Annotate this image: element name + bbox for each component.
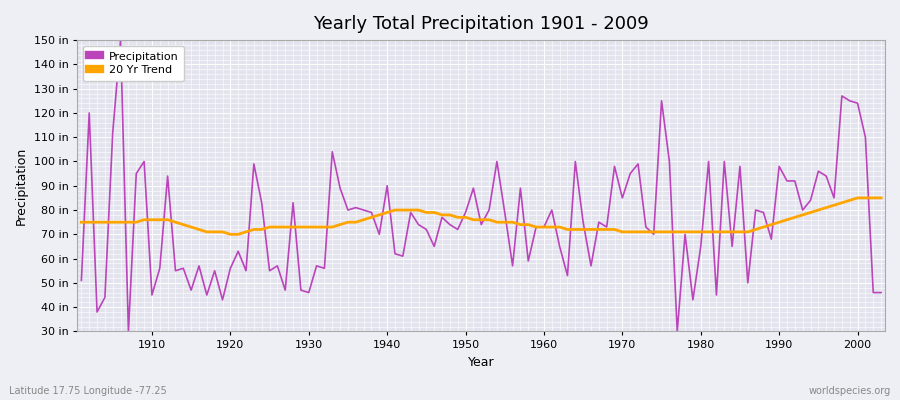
Text: worldspecies.org: worldspecies.org bbox=[809, 386, 891, 396]
Precipitation bbox=[836, 94, 847, 98]
Legend: Precipitation, 20 Yr Trend: Precipitation, 20 Yr Trend bbox=[83, 46, 184, 81]
Precipitation bbox=[554, 244, 565, 249]
20 Yr Trend bbox=[546, 225, 557, 230]
20 Yr Trend bbox=[829, 203, 840, 208]
Title: Yearly Total Precipitation 1901 - 2009: Yearly Total Precipitation 1901 - 2009 bbox=[313, 15, 649, 33]
Precipitation bbox=[797, 208, 808, 212]
Text: Latitude 17.75 Longitude -77.25: Latitude 17.75 Longitude -77.25 bbox=[9, 386, 166, 396]
20 Yr Trend bbox=[789, 215, 800, 220]
20 Yr Trend bbox=[852, 196, 863, 200]
Precipitation bbox=[813, 169, 824, 174]
Line: 20 Yr Trend: 20 Yr Trend bbox=[81, 198, 881, 234]
Precipitation bbox=[311, 264, 322, 268]
Precipitation bbox=[115, 38, 126, 42]
20 Yr Trend bbox=[76, 220, 86, 224]
20 Yr Trend bbox=[813, 208, 824, 212]
20 Yr Trend bbox=[225, 232, 236, 237]
20 Yr Trend bbox=[876, 196, 886, 200]
Precipitation bbox=[123, 329, 134, 334]
Precipitation bbox=[76, 278, 86, 283]
Y-axis label: Precipitation: Precipitation bbox=[15, 147, 28, 225]
Line: Precipitation: Precipitation bbox=[81, 40, 881, 332]
X-axis label: Year: Year bbox=[468, 356, 494, 369]
20 Yr Trend bbox=[303, 225, 314, 230]
Precipitation bbox=[821, 174, 832, 178]
20 Yr Trend bbox=[806, 210, 816, 215]
Precipitation bbox=[876, 290, 886, 295]
